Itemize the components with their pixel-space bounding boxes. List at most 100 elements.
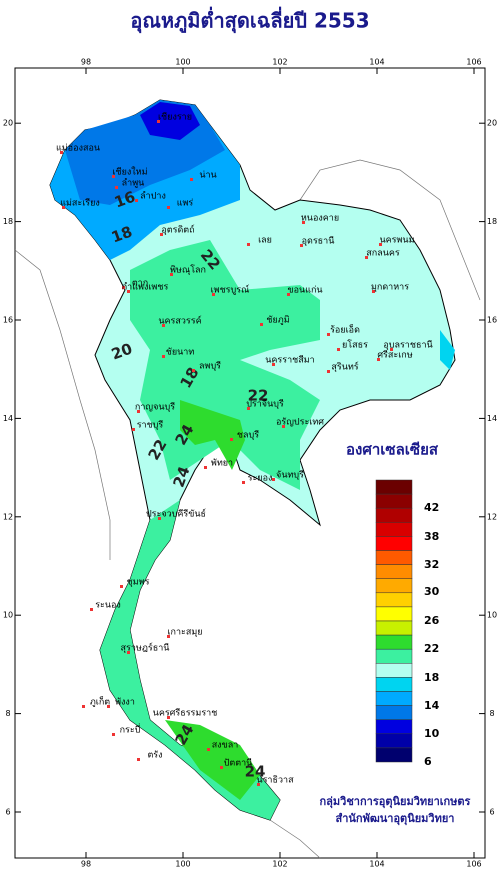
station-dot [242, 481, 245, 484]
station-dot [207, 748, 210, 751]
legend-swatch [375, 564, 413, 579]
y-tick-label: 14 [3, 414, 13, 423]
station-dot [135, 199, 138, 202]
legend-swatch [375, 733, 413, 749]
legend-label: 32 [424, 558, 439, 571]
place-label: ร้อยเอ็ด [330, 323, 360, 336]
place-label: พิษณุโลก [170, 265, 206, 276]
station-dot [302, 221, 305, 224]
legend-label: 26 [424, 614, 440, 627]
legend-swatch [375, 747, 413, 763]
station-dot [390, 348, 393, 351]
place-label: ยโสธร [342, 340, 368, 351]
legend-swatch [375, 507, 413, 523]
legend-title: องศาเซลเซียส [346, 441, 439, 459]
x-tick-label: 98 [81, 58, 91, 67]
legend-swatch [375, 578, 413, 594]
place-label: แพร่ [177, 199, 194, 209]
x-tick-label: 104 [369, 860, 384, 869]
place-label: ชัยนาท [166, 348, 195, 358]
legend-label: 10 [424, 727, 440, 740]
place-label: อรัญประเทศ [276, 418, 324, 428]
credit-line: กลุ่มวิชาการอุตุนิยมวิทยาเกษตร [320, 795, 471, 809]
place-label: ตรัง [147, 751, 162, 761]
place-label: ลำพูน [122, 178, 145, 189]
warm-zone-south [100, 500, 280, 820]
station-dot [212, 293, 215, 296]
place-label: พัทยา [211, 459, 233, 469]
y-tick-label: 14 [487, 414, 497, 423]
y-tick-label: 10 [487, 611, 497, 620]
place-label: กาญจนบุรี [135, 402, 175, 413]
station-dot [167, 716, 170, 719]
legend-swatch [375, 719, 413, 735]
legend-label: 42 [424, 501, 439, 514]
legend-swatch [375, 522, 413, 537]
place-label: ปราจีนบุรี [246, 399, 284, 410]
place-label: สงขลา [212, 741, 239, 751]
place-label: อุบลราชธานี [383, 340, 432, 351]
station-dot [127, 651, 130, 654]
place-label: ตาก [132, 279, 148, 289]
place-label: ระยอง [248, 474, 273, 484]
legend-swatch [375, 705, 413, 720]
y-tick-label: 6 [5, 808, 10, 817]
station-dot [247, 407, 250, 410]
place-label: ภูเก็ต [90, 695, 110, 708]
east-zone [440, 330, 455, 370]
station-dot [272, 363, 275, 366]
legend-label: 18 [424, 671, 439, 684]
station-dot [282, 425, 285, 428]
station-dot [192, 369, 195, 372]
station-dot [365, 256, 368, 259]
place-label: ประจวบคีรีขันธ์ [146, 508, 206, 520]
legend-swatch [375, 479, 413, 495]
place-label: กำแพงเพชร [122, 282, 169, 293]
station-dot [190, 178, 193, 181]
station-dot [60, 151, 63, 154]
place-label: ชัยภูมิ [266, 315, 289, 326]
place-label: ปัตตานี [224, 758, 253, 769]
station-dot [260, 323, 263, 326]
place-label: เชียงราย [158, 112, 192, 123]
station-dot [230, 438, 233, 441]
y-tick-label: 18 [487, 217, 497, 226]
station-dot [132, 428, 135, 431]
station-dot [107, 705, 110, 708]
station-dot [157, 120, 160, 123]
place-label: ศรีสะเกษ [377, 350, 412, 361]
place-label: แม่ฮ่องสอน [56, 144, 100, 154]
place-label: ลพบุรี [199, 361, 221, 372]
legend-swatch [375, 592, 413, 608]
station-dot [167, 635, 170, 638]
place-label: พังงา [115, 698, 135, 708]
station-dot [204, 466, 207, 469]
place-label: สุราษฎร์ธานี [121, 642, 170, 654]
station-dot [82, 705, 85, 708]
place-label: สุรินทร์ [331, 361, 358, 373]
legend-label: 14 [424, 699, 440, 712]
legend-swatch [375, 648, 413, 664]
station-dot [287, 293, 290, 296]
place-label: ชลบุรี [237, 430, 259, 441]
place-label: นครราชสีมา [265, 355, 314, 366]
legend-label: 30 [424, 585, 440, 598]
station-dot [122, 286, 125, 289]
legend-swatch [375, 606, 413, 622]
station-dot [272, 478, 275, 481]
station-dot [167, 206, 170, 209]
legend-swatch [375, 620, 413, 636]
legend-label: 22 [424, 642, 439, 655]
x-tick-label: 102 [272, 860, 287, 869]
legend-swatch [375, 493, 413, 509]
place-label: ราชบุรี [137, 420, 164, 431]
neighbor-borders [14, 159, 481, 859]
contour-label: 22 [248, 387, 269, 405]
y-tick-label: 12 [3, 512, 13, 521]
station-dot [160, 233, 163, 236]
warm-zone-central [130, 240, 320, 490]
place-label: สกลนคร [366, 249, 400, 259]
x-tick-label: 102 [272, 58, 287, 67]
station-dot [337, 348, 340, 351]
place-label: นครสวรรค์ [158, 315, 201, 327]
